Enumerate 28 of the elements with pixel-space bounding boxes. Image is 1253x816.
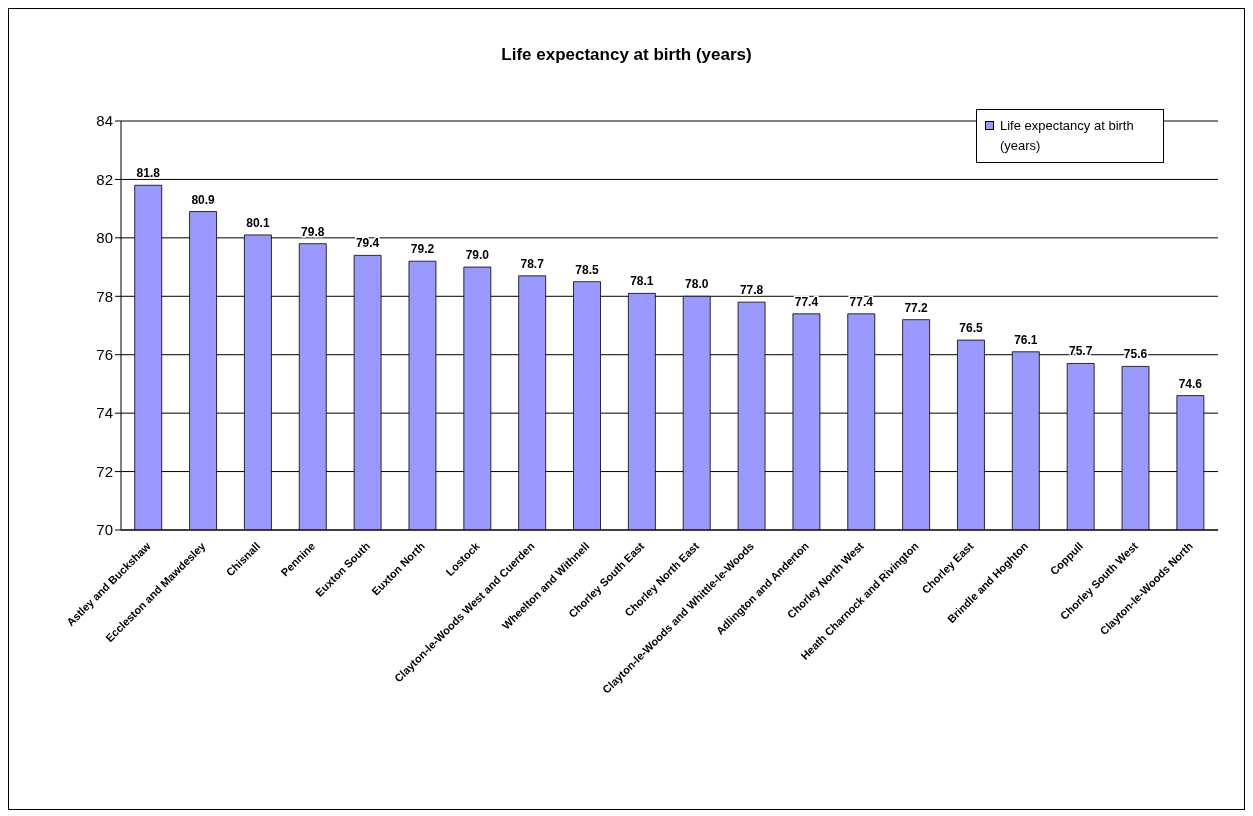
legend-label: Life expectancy at birth (years): [1000, 117, 1135, 155]
data-label: 78.0: [685, 277, 709, 292]
y-tick-label: 80: [96, 229, 113, 247]
data-label: 80.9: [191, 192, 216, 207]
data-label: 80.1: [246, 215, 270, 230]
data-label: 74.6: [1178, 376, 1203, 391]
data-label: 76.1: [1014, 332, 1038, 347]
data-label: 77.8: [739, 283, 764, 298]
data-label: 81.8: [136, 166, 161, 181]
y-tick-label: 76: [96, 346, 113, 364]
data-label: 78.1: [630, 274, 654, 289]
data-label: 78.7: [520, 256, 545, 271]
y-tick-label: 84: [96, 112, 113, 130]
y-tick-label: 72: [96, 462, 113, 480]
data-label: 77.4: [849, 294, 874, 309]
data-label: 77.4: [794, 294, 819, 309]
data-label: 79.2: [410, 242, 435, 257]
y-tick-label: 78: [96, 287, 113, 305]
data-label: 79.8: [301, 224, 325, 239]
data-label: 78.5: [575, 262, 600, 277]
data-label: 76.5: [959, 321, 983, 336]
data-label: 79.4: [355, 236, 380, 251]
chart-title: Life expectancy at birth (years): [500, 45, 753, 65]
y-tick-label: 70: [96, 521, 113, 539]
y-tick-label: 82: [96, 170, 113, 188]
data-label: 77.2: [904, 300, 929, 315]
y-tick-label: 74: [96, 404, 113, 422]
data-label: 79.0: [465, 248, 490, 263]
